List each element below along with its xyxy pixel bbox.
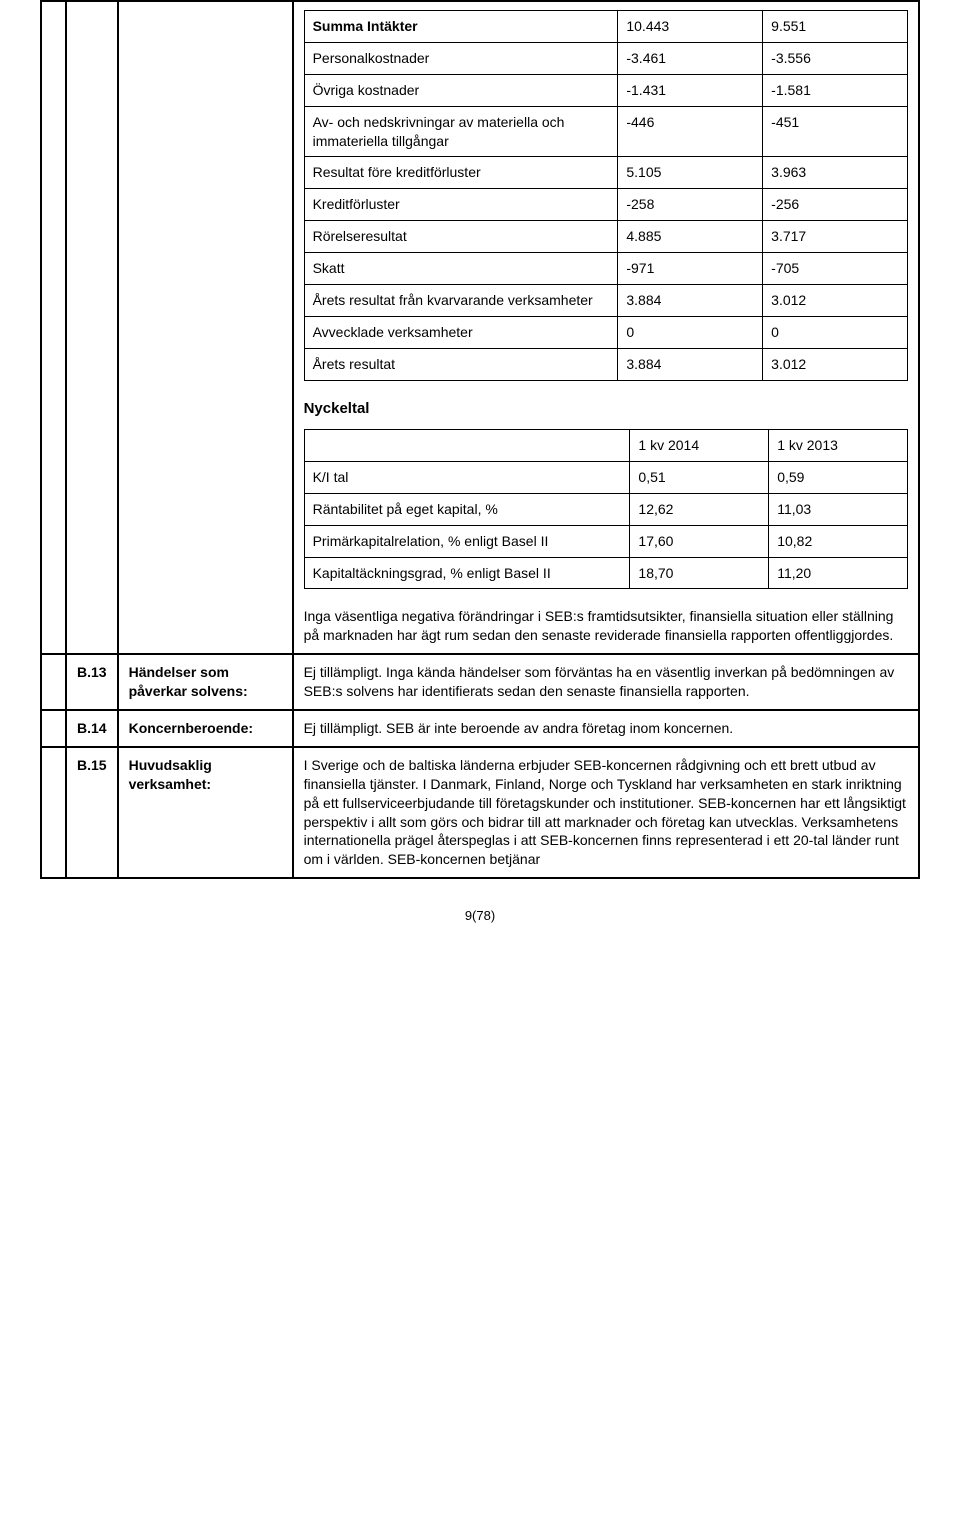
financial-row-value-2: 3.012 [763,348,908,380]
financial-row-label: Årets resultat från kvarvarande verksamh… [304,285,618,317]
financial-row-value-2: -705 [763,253,908,285]
table-row: Övriga kostnader-1.431-1.581 [304,74,907,106]
financial-row-label: Personalkostnader [304,42,618,74]
financial-row-value-2: 0 [763,316,908,348]
table-row: K/I tal0,510,59 [304,461,907,493]
outer-structure-table: Summa Intäkter10.4439.551Personalkostnad… [40,0,920,879]
financials-table: Summa Intäkter10.4439.551Personalkostnad… [304,10,908,381]
table-row: Primärkapitalrelation, % enligt Basel II… [304,525,907,557]
financial-row-label: Resultat före kreditförluster [304,157,618,189]
financial-row-value-1: -446 [618,106,763,157]
table-row: Kapitaltäckningsgrad, % enligt Basel II1… [304,557,907,589]
page-footer: 9(78) [40,907,920,925]
financial-row-value-2: 3.012 [763,285,908,317]
content-b15: I Sverige och de baltiska länderna erbju… [293,747,919,878]
table-row: Avvecklade verksamheter00 [304,316,907,348]
nyckeltal-row-value-1: 17,60 [630,525,769,557]
financial-row-label: Årets resultat [304,348,618,380]
nyckeltal-header-c1: 1 kv 2014 [630,429,769,461]
nyckeltal-row-value-1: 18,70 [630,557,769,589]
code-b13: B.13 [66,654,118,710]
nyckeltal-heading: Nyckeltal [304,399,908,419]
financial-row-value-2: 9.551 [763,11,908,43]
code-b14: B.14 [66,710,118,747]
nyckeltal-row-value-2: 0,59 [769,461,908,493]
financial-row-value-1: 5.105 [618,157,763,189]
financial-row-value-2: -451 [763,106,908,157]
nyckeltal-row-label: Primärkapitalrelation, % enligt Basel II [304,525,630,557]
blank-cell [41,747,66,878]
blank-cell [41,710,66,747]
financial-row-value-1: -258 [618,189,763,221]
nyckeltal-row-label: Räntabilitet på eget kapital, % [304,493,630,525]
table-row: Av- och nedskrivningar av materiella och… [304,106,907,157]
table-row: Skatt-971-705 [304,253,907,285]
nyckeltal-table: 1 kv 2014 1 kv 2013 K/I tal0,510,59Ränta… [304,429,908,589]
financial-row-label: Av- och nedskrivningar av materiella och… [304,106,618,157]
financial-row-label: Rörelseresultat [304,221,618,253]
table-row: Årets resultat från kvarvarande verksamh… [304,285,907,317]
financial-row-value-2: 3.963 [763,157,908,189]
financial-row-value-2: -1.581 [763,74,908,106]
nyckeltal-header-blank [304,429,630,461]
financial-row-label: Skatt [304,253,618,285]
financial-row-value-1: 4.885 [618,221,763,253]
label-b14: Koncernberoende: [118,710,293,747]
financial-row-value-1: 3.884 [618,285,763,317]
blank-cell [41,654,66,710]
content-b14: Ej tillämpligt. SEB är inte beroende av … [293,710,919,747]
nyckeltal-header-c2: 1 kv 2013 [769,429,908,461]
label-cell-empty [118,1,293,654]
nyckeltal-row-value-2: 11,03 [769,493,908,525]
financial-row-value-1: 3.884 [618,348,763,380]
code-b15: B.15 [66,747,118,878]
financial-row-label: Summa Intäkter [304,11,618,43]
financial-row-value-2: 3.717 [763,221,908,253]
table-row: Räntabilitet på eget kapital, %12,6211,0… [304,493,907,525]
financial-row-value-2: -256 [763,189,908,221]
nyckeltal-row-label: K/I tal [304,461,630,493]
financial-row-value-2: -3.556 [763,42,908,74]
blank-cell [41,1,66,654]
content-b13: Ej tillämpligt. Inga kända händelser som… [293,654,919,710]
nyckeltal-row-value-1: 0,51 [630,461,769,493]
table-row: Rörelseresultat4.8853.717 [304,221,907,253]
nyckeltal-row-label: Kapitaltäckningsgrad, % enligt Basel II [304,557,630,589]
financial-row-value-1: -971 [618,253,763,285]
table-row: Resultat före kreditförluster5.1053.963 [304,157,907,189]
nyckeltal-row-value-1: 12,62 [630,493,769,525]
financial-row-label: Kreditförluster [304,189,618,221]
summary-paragraph: Inga väsentliga negativa förändringar i … [304,607,908,645]
financial-row-value-1: 0 [618,316,763,348]
code-cell-empty [66,1,118,654]
financial-row-value-1: 10.443 [618,11,763,43]
financial-row-label: Avvecklade verksamheter [304,316,618,348]
label-b15: Huvudsaklig verksamhet: [118,747,293,878]
table-row: Kreditförluster-258-256 [304,189,907,221]
content-financials: Summa Intäkter10.4439.551Personalkostnad… [293,1,919,654]
table-row: Personalkostnader-3.461-3.556 [304,42,907,74]
financial-row-value-1: -3.461 [618,42,763,74]
nyckeltal-row-value-2: 10,82 [769,525,908,557]
label-b13: Händelser som påverkar solvens: [118,654,293,710]
table-row: Summa Intäkter10.4439.551 [304,11,907,43]
financial-row-label: Övriga kostnader [304,74,618,106]
financial-row-value-1: -1.431 [618,74,763,106]
nyckeltal-row-value-2: 11,20 [769,557,908,589]
table-row: Årets resultat3.8843.012 [304,348,907,380]
